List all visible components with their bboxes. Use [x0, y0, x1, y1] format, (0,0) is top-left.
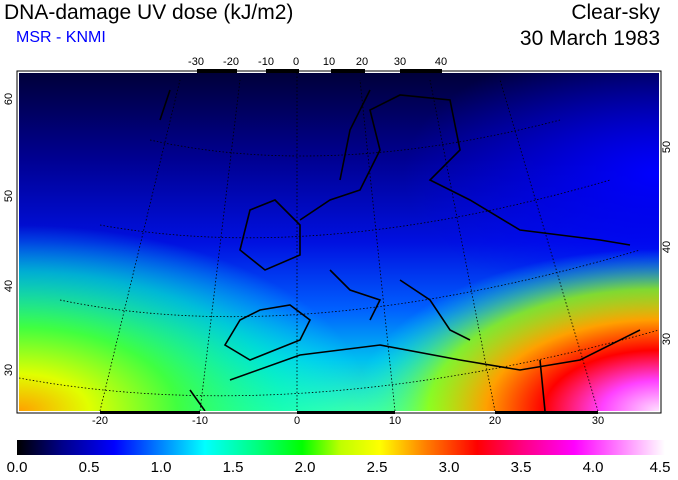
- right-lat-label: 50: [661, 140, 674, 154]
- bottom-lon-label: 30: [591, 415, 605, 427]
- colorbar: [17, 440, 665, 455]
- left-lat-label: 50: [3, 189, 16, 203]
- coastlines: [159, 89, 641, 411]
- top-lon-label: 10: [322, 56, 336, 68]
- top-lon-label: -30: [188, 56, 204, 68]
- colorbar-label: 4.5: [649, 459, 671, 476]
- sky-condition: Clear-sky: [571, 1, 660, 24]
- bottom-lon-label: 10: [388, 415, 402, 427]
- map-source: MSR - KNMI: [16, 29, 106, 46]
- bottom-lon-label: -10: [192, 415, 208, 427]
- left-lat-label: 60: [3, 92, 16, 106]
- colorbar-label: 0.0: [6, 459, 28, 476]
- top-lon-label: -10: [258, 56, 274, 68]
- bottom-lon-label: 20: [488, 415, 502, 427]
- top-lon-label: -20: [223, 56, 239, 68]
- top-lon-label: 20: [355, 56, 369, 68]
- right-lat-label: 40: [661, 240, 674, 254]
- colorbar-label: 0.5: [78, 459, 100, 476]
- colorbar-label: 1.5: [222, 459, 244, 476]
- top-lon-label: 40: [434, 56, 448, 68]
- left-lat-label: 30: [3, 363, 16, 377]
- bottom-lon-label: -20: [92, 415, 108, 427]
- axis-bars: [100, 69, 598, 414]
- colorbar-label: 3.0: [438, 459, 460, 476]
- map-date: 30 March 1983: [519, 27, 660, 50]
- colorbar-label: 3.5: [510, 459, 532, 476]
- top-lon-label: 30: [393, 56, 407, 68]
- colorbar-label: 4.0: [582, 459, 604, 476]
- right-lat-label: 30: [661, 332, 674, 346]
- bottom-lon-label: 0: [293, 415, 301, 427]
- colorbar-label: 2.5: [366, 459, 388, 476]
- colorbar-label: 1.0: [150, 459, 172, 476]
- left-lat-label: 40: [3, 279, 16, 293]
- top-lon-label: 0: [292, 56, 300, 68]
- colorbar-label: 2.0: [294, 459, 316, 476]
- graticule: [19, 73, 659, 411]
- map-title: DNA-damage UV dose (kJ/m2): [4, 1, 294, 24]
